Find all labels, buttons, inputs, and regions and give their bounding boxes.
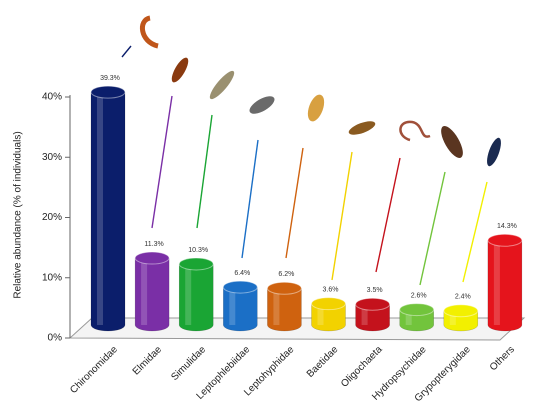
- x-tick-label: Chironomidae: [68, 344, 120, 396]
- y-tick-label: 40%: [42, 92, 62, 103]
- bar: [134, 257, 170, 332]
- y-axis-label: Relative abundance (% of individuals): [13, 131, 24, 298]
- bar-highlight: [185, 263, 192, 325]
- insect-icon: [307, 94, 325, 122]
- bar: [223, 286, 258, 332]
- leader-line: [419, 171, 446, 286]
- bar: [487, 240, 523, 332]
- bar-highlight: [361, 304, 368, 325]
- leader-line: [285, 147, 304, 259]
- leader-line: [196, 114, 213, 229]
- bar: [90, 91, 126, 332]
- value-label: 10.3%: [188, 247, 208, 254]
- bar-top: [266, 281, 302, 295]
- insect-icon: [487, 137, 501, 167]
- bar: [267, 288, 302, 332]
- leader-line: [151, 95, 173, 229]
- bar-top: [222, 280, 258, 294]
- insect-icon: [140, 15, 159, 49]
- leader-line: [375, 157, 401, 273]
- value-label: 11.3%: [144, 241, 163, 248]
- x-tick-label: Oligochaeta: [339, 344, 385, 390]
- bar: [311, 303, 346, 332]
- insect-icon: [441, 126, 463, 158]
- value-label: 6.4%: [234, 270, 250, 277]
- x-tick-label: Simulidae: [169, 344, 208, 383]
- bar-highlight: [141, 258, 148, 325]
- leader-line: [331, 151, 353, 281]
- bar-highlight: [449, 310, 456, 325]
- insect-icon: [171, 57, 189, 83]
- insect-icon: [249, 96, 275, 114]
- value-label: 3.6%: [323, 287, 339, 294]
- bar-top: [443, 304, 479, 318]
- bar-top: [399, 303, 435, 317]
- insect-icons: [140, 15, 501, 167]
- x-tick-label: Others: [488, 344, 517, 373]
- insect-icon: [348, 121, 376, 135]
- bar-highlight: [405, 309, 412, 325]
- bar-top: [487, 233, 523, 247]
- bar-top: [311, 297, 346, 311]
- bar: [355, 304, 390, 332]
- y-tick-label: 0%: [48, 333, 63, 344]
- insect-icon: [399, 120, 431, 142]
- value-label: 2.6%: [411, 292, 427, 299]
- bar-highlight: [273, 288, 280, 325]
- value-label: 6.2%: [278, 271, 294, 278]
- bar-top: [90, 85, 126, 99]
- bar-highlight: [229, 287, 236, 325]
- value-label: 2.4%: [455, 294, 471, 301]
- leader-line: [462, 181, 488, 283]
- leader-line: [241, 139, 259, 259]
- bar-top: [134, 251, 170, 265]
- leader-lines: [121, 45, 488, 286]
- bar-highlight: [97, 92, 103, 326]
- value-label: 3.5%: [367, 287, 383, 294]
- leader-line: [121, 45, 132, 58]
- y-tick-label: 10%: [42, 272, 62, 283]
- bar: [178, 263, 214, 332]
- y-tick-label: 20%: [42, 212, 62, 223]
- x-tick-label: Baetidae: [305, 344, 341, 380]
- value-label: 39.3%: [100, 75, 120, 82]
- bar-highlight: [317, 303, 324, 325]
- y-tick-label: 30%: [42, 152, 62, 163]
- insect-icon: [209, 70, 235, 100]
- bar-top: [178, 257, 214, 271]
- bar: [399, 309, 434, 332]
- value-label: 14.3%: [497, 223, 517, 230]
- bar-highlight: [493, 240, 500, 325]
- x-tick-label: Elmidae: [131, 344, 165, 378]
- bar-top: [355, 297, 391, 311]
